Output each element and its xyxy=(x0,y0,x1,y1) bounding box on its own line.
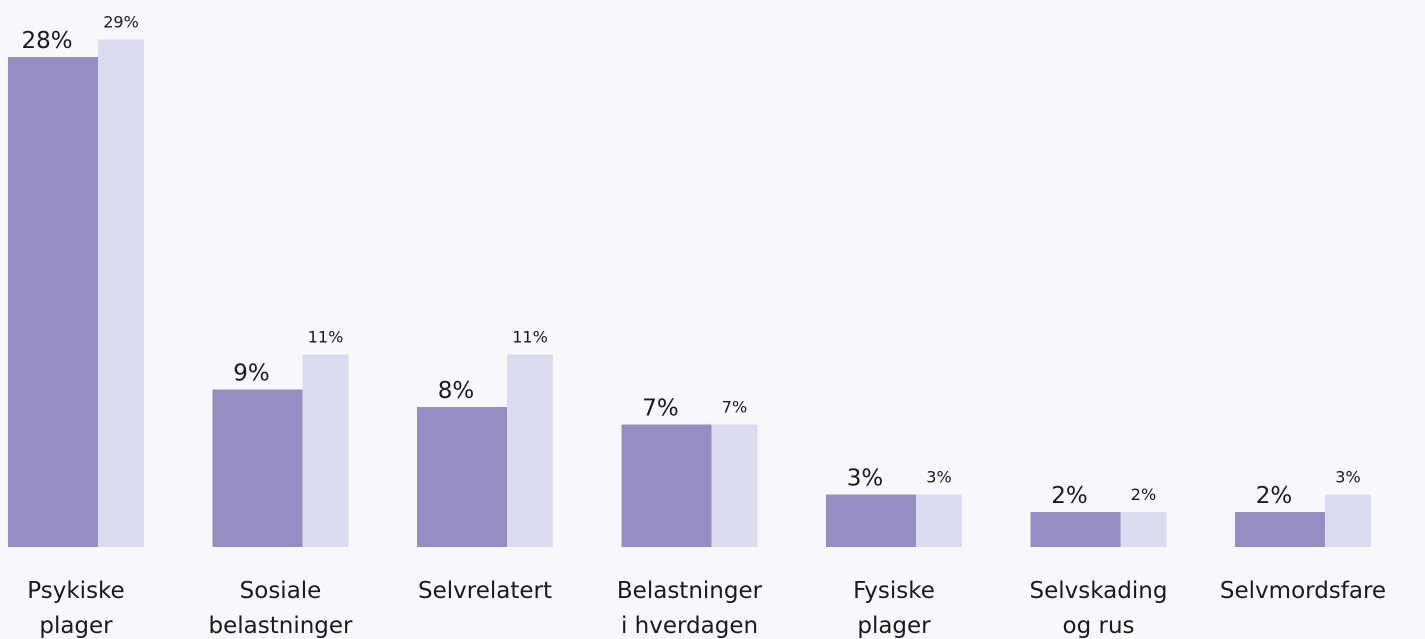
value-label: 29% xyxy=(103,13,139,32)
value-label: 3% xyxy=(926,468,951,487)
value-label: 11% xyxy=(308,328,344,347)
bar xyxy=(212,389,303,547)
value-label: 11% xyxy=(512,328,548,347)
category-label: Selvskading og rus xyxy=(1030,578,1168,639)
bar xyxy=(1235,512,1325,547)
category-label: Fysiske plager xyxy=(853,578,935,639)
bar xyxy=(1030,512,1121,547)
category-label: Selvmordsfare xyxy=(1220,578,1386,604)
bar xyxy=(1120,512,1167,547)
bar xyxy=(98,39,144,547)
category-label: Selvrelatert xyxy=(418,578,552,604)
value-label: 8% xyxy=(438,378,475,404)
bar xyxy=(826,494,916,547)
value-label: 2% xyxy=(1256,483,1293,509)
bar xyxy=(8,57,98,547)
bar xyxy=(507,354,553,547)
bar xyxy=(711,424,758,547)
value-label: 2% xyxy=(1131,485,1156,504)
category-label: Psykiske plager xyxy=(27,578,124,639)
bar xyxy=(621,424,712,547)
value-label: 28% xyxy=(21,28,72,54)
category-label: Belastninger i hverdagen xyxy=(617,578,763,639)
value-label: 3% xyxy=(1335,468,1360,487)
value-label: 2% xyxy=(1051,483,1088,509)
category-label: Sosiale belastninger xyxy=(209,578,354,639)
bar xyxy=(302,354,349,547)
value-label: 7% xyxy=(722,398,747,417)
value-label: 3% xyxy=(847,466,884,492)
bar xyxy=(916,494,962,547)
bar xyxy=(1325,494,1371,547)
value-label: 9% xyxy=(233,361,270,387)
value-label: 7% xyxy=(642,396,679,422)
bar xyxy=(417,407,507,547)
